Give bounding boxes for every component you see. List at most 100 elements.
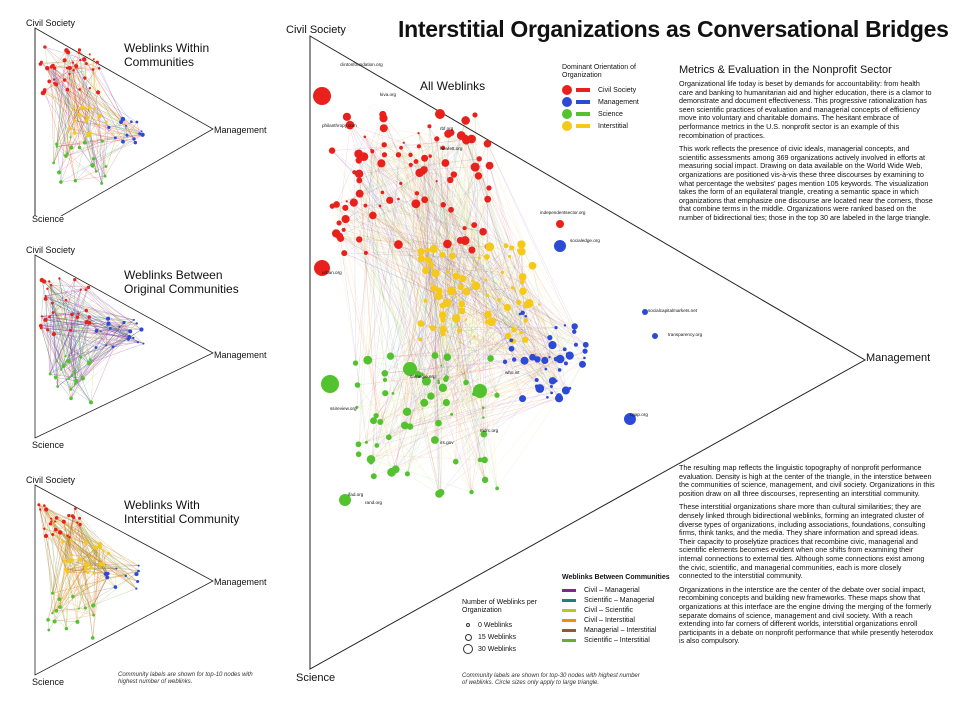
organization-node — [80, 376, 85, 381]
weblink-line — [67, 572, 74, 597]
organization-node — [518, 273, 527, 281]
weblink-line — [100, 322, 125, 332]
weblink-line — [116, 568, 126, 577]
organization-node — [136, 341, 140, 344]
node-label: urban.org — [322, 270, 342, 275]
weblink-line — [72, 577, 108, 597]
weblink-line — [547, 353, 568, 398]
weblink-line — [376, 357, 533, 446]
organization-node — [51, 311, 55, 314]
organization-node — [52, 619, 57, 624]
weblink-line — [106, 330, 130, 346]
organization-node — [69, 558, 74, 563]
weblink-line — [53, 321, 87, 335]
weblink-line — [398, 154, 462, 304]
weblink-line — [427, 250, 446, 380]
weblink-line — [487, 143, 575, 332]
weblink-line — [479, 158, 503, 273]
weblink-line — [532, 265, 557, 381]
weblink-line — [458, 326, 485, 461]
weblink-line — [371, 149, 431, 157]
weblink-line — [47, 68, 75, 134]
weblink-line — [372, 215, 457, 277]
weblink-line — [438, 318, 457, 424]
weblink-line — [415, 161, 429, 260]
organization-node — [485, 242, 495, 252]
organization-node — [72, 118, 76, 122]
organization-node — [427, 124, 432, 129]
organization-node — [471, 281, 481, 291]
weblink-line — [54, 68, 100, 117]
weblink-line — [108, 318, 134, 321]
organization-node — [441, 159, 450, 167]
weblink-line — [370, 364, 583, 460]
weblink-line — [446, 377, 484, 408]
weblink-line — [372, 215, 567, 364]
weblink-line — [51, 521, 86, 609]
weblink-line — [465, 137, 498, 394]
weblink-line — [45, 295, 81, 358]
weblink-line — [438, 361, 506, 382]
organization-node — [561, 386, 570, 395]
organization-node — [452, 458, 459, 465]
weblink-item-managerial-interstitial: Managerial – Interstitial — [562, 625, 682, 635]
organization-node — [54, 520, 57, 523]
organization-node — [484, 195, 492, 203]
weblink-line — [418, 132, 507, 246]
weblink-line — [63, 521, 72, 560]
organization-node — [484, 310, 492, 319]
weblink-line — [438, 295, 565, 326]
weblink-line — [410, 164, 433, 284]
weblink-line — [371, 149, 440, 494]
weblink-line — [359, 158, 480, 174]
weblink-line — [427, 250, 446, 380]
weblink-line — [384, 143, 488, 380]
weblink-line — [51, 66, 75, 121]
weblink-line — [89, 54, 116, 138]
weblink-line — [106, 121, 143, 135]
organization-node — [440, 201, 446, 208]
organization-node — [486, 185, 492, 191]
weblink-line — [74, 322, 90, 373]
weblink-line — [56, 542, 87, 611]
weblink-line — [471, 325, 566, 493]
organization-node — [74, 378, 79, 383]
weblink-line — [54, 83, 91, 134]
organization-node — [508, 345, 515, 352]
weblink-line — [44, 92, 76, 112]
node-label: ssireview.org — [330, 406, 357, 411]
weblink-line — [56, 84, 67, 157]
organization-node — [68, 127, 72, 131]
weblink-line — [462, 247, 512, 279]
weblink-line — [47, 68, 68, 90]
organization-node — [106, 316, 111, 321]
organization-node — [43, 527, 46, 530]
weblink-line — [101, 122, 122, 184]
weblink-line — [447, 243, 552, 387]
weblink-line — [108, 553, 139, 566]
organization-node-large — [435, 109, 445, 119]
weblink-line — [384, 154, 399, 380]
organization-node — [565, 351, 574, 360]
weblink-line — [52, 570, 139, 594]
weblink-line — [380, 393, 386, 423]
weblink-line — [336, 204, 487, 258]
weblink-line — [71, 516, 74, 541]
weblink-line — [440, 357, 550, 493]
weblink-line — [365, 205, 456, 298]
weblink-line — [336, 172, 420, 205]
weblink-line — [44, 46, 70, 75]
weblink-line — [372, 151, 440, 494]
weblink-line — [90, 330, 97, 403]
weblink-line — [92, 546, 101, 638]
organization-node — [485, 161, 494, 170]
weblinks-legend: Weblinks Between Communities Civil – Man… — [562, 574, 682, 645]
organization-node — [122, 320, 126, 325]
organization-node — [399, 145, 403, 150]
weblink-line — [52, 289, 86, 313]
weblink-line — [47, 68, 116, 138]
organization-node — [54, 82, 59, 87]
weblink-line — [392, 143, 488, 394]
weblink-line — [49, 289, 82, 375]
weblink-line — [58, 118, 123, 173]
